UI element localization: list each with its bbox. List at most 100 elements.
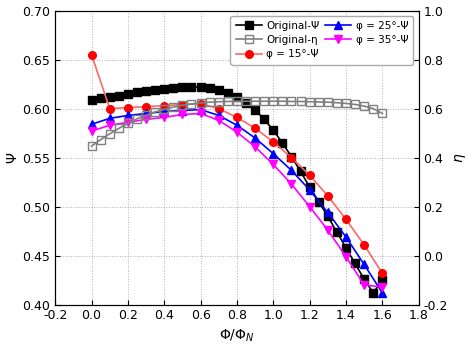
φ = 25°-Ψ: [143, 111, 149, 116]
Original-Ψ: [207, 86, 212, 90]
φ = 25°-Ψ: [107, 116, 112, 120]
φ = 25°-Ψ: [380, 291, 385, 295]
φ = 35°-Ψ: [307, 204, 312, 209]
Original-η: [216, 100, 221, 104]
Original-Ψ: [352, 261, 358, 266]
Original-Ψ: [298, 169, 303, 173]
φ = 15°-Ψ: [107, 106, 112, 111]
Original-η: [280, 99, 285, 103]
Original-η: [189, 102, 194, 106]
Original-Ψ: [225, 91, 231, 95]
φ = 25°-Ψ: [89, 122, 94, 126]
Original-Ψ: [198, 85, 203, 89]
Original-Ψ: [180, 85, 185, 89]
Original-Ψ: [289, 154, 294, 159]
Original-η: [352, 102, 358, 106]
Original-η: [161, 107, 167, 111]
Original-Ψ: [134, 90, 140, 94]
φ = 15°-Ψ: [271, 140, 276, 144]
Original-η: [343, 102, 349, 106]
Original-Ψ: [307, 185, 312, 189]
Original-η: [243, 99, 249, 103]
Original-η: [361, 104, 367, 108]
Original-Ψ: [116, 94, 122, 98]
Original-Ψ: [161, 87, 167, 91]
φ = 35°-Ψ: [161, 115, 167, 119]
φ = 25°-Ψ: [271, 152, 276, 156]
φ = 35°-Ψ: [180, 112, 185, 117]
Original-η: [98, 138, 103, 142]
Original-η: [152, 110, 158, 114]
Original-η: [261, 99, 267, 103]
φ = 15°-Ψ: [198, 102, 203, 106]
Original-Ψ: [234, 95, 240, 99]
φ = 25°-Ψ: [198, 107, 203, 112]
Original-η: [134, 117, 140, 121]
Original-η: [316, 100, 321, 104]
φ = 35°-Ψ: [380, 285, 385, 289]
Original-η: [289, 99, 294, 104]
Original-η: [89, 144, 94, 148]
Original-Ψ: [143, 89, 149, 93]
φ = 15°-Ψ: [180, 103, 185, 107]
φ = 35°-Ψ: [125, 120, 131, 124]
Original-η: [334, 100, 340, 105]
φ = 35°-Ψ: [234, 130, 240, 134]
φ = 15°-Ψ: [252, 126, 258, 130]
Original-Ψ: [216, 88, 221, 92]
φ = 15°-Ψ: [289, 155, 294, 160]
φ = 35°-Ψ: [289, 182, 294, 186]
Legend: Original-Ψ, Original-η, φ = 15°-Ψ, φ = 25°-Ψ, φ = 35°-Ψ: Original-Ψ, Original-η, φ = 15°-Ψ, φ = 2…: [230, 16, 413, 64]
φ = 15°-Ψ: [143, 105, 149, 109]
Original-Ψ: [334, 230, 340, 234]
Original-Ψ: [380, 278, 385, 282]
Original-η: [325, 100, 331, 104]
φ = 25°-Ψ: [125, 113, 131, 118]
Y-axis label: $\Psi$: $\Psi$: [6, 152, 19, 164]
Original-η: [107, 132, 112, 136]
Original-η: [380, 111, 385, 116]
Original-Ψ: [261, 117, 267, 121]
Original-Ψ: [316, 199, 321, 204]
φ = 15°-Ψ: [216, 106, 221, 111]
φ = 25°-Ψ: [161, 110, 167, 114]
φ = 25°-Ψ: [307, 188, 312, 192]
Original-η: [307, 100, 312, 104]
φ = 35°-Ψ: [252, 145, 258, 149]
φ = 25°-Ψ: [216, 113, 221, 118]
φ = 35°-Ψ: [343, 254, 349, 259]
Original-Ψ: [361, 277, 367, 281]
φ = 15°-Ψ: [361, 243, 367, 247]
Original-Ψ: [280, 141, 285, 145]
Original-η: [225, 99, 231, 104]
φ = 35°-Ψ: [325, 228, 331, 232]
Original-η: [370, 106, 376, 111]
φ = 25°-Ψ: [234, 123, 240, 127]
X-axis label: $\Phi/\Phi_N$: $\Phi/\Phi_N$: [219, 328, 255, 344]
φ = 25°-Ψ: [180, 108, 185, 113]
φ = 15°-Ψ: [89, 52, 94, 57]
Original-Ψ: [271, 128, 276, 132]
Line: Original-Ψ: Original-Ψ: [88, 83, 386, 297]
Line: φ = 25°-Ψ: φ = 25°-Ψ: [88, 106, 386, 297]
φ = 15°-Ψ: [307, 173, 312, 177]
Original-η: [298, 99, 303, 104]
Original-Ψ: [370, 291, 376, 295]
Original-η: [198, 101, 203, 105]
Line: φ = 35°-Ψ: φ = 35°-Ψ: [88, 110, 386, 291]
φ = 35°-Ψ: [198, 111, 203, 116]
Original-η: [271, 99, 276, 103]
φ = 25°-Ψ: [361, 262, 367, 267]
φ = 25°-Ψ: [289, 168, 294, 173]
Line: φ = 15°-Ψ: φ = 15°-Ψ: [88, 51, 386, 277]
Original-η: [207, 100, 212, 104]
Y-axis label: $\eta$: $\eta$: [454, 153, 468, 163]
φ = 25°-Ψ: [325, 210, 331, 215]
φ = 35°-Ψ: [271, 162, 276, 167]
φ = 15°-Ψ: [125, 105, 131, 110]
Original-Ψ: [252, 107, 258, 112]
Original-Ψ: [243, 100, 249, 105]
Original-η: [180, 103, 185, 107]
φ = 15°-Ψ: [234, 115, 240, 119]
φ = 15°-Ψ: [343, 217, 349, 222]
